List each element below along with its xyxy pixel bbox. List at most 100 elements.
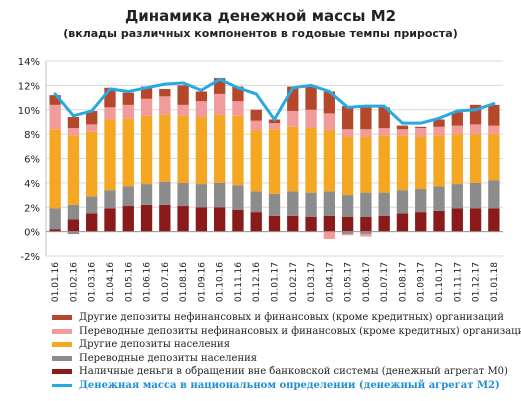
bar-segment [67,219,80,232]
line-point [382,104,386,108]
bar-segment [195,91,208,102]
line-point [218,77,222,81]
bar-segment [140,204,153,232]
bar-segment-negative [341,234,354,236]
bar-segment [469,124,482,135]
y-tick-label: 2% [24,203,40,214]
bar-segment [341,195,354,217]
bar-segment [433,126,445,136]
line-point [437,116,441,120]
bar-segment [67,117,80,129]
line-point [53,92,57,96]
line-point [108,87,112,91]
bar-segment [213,93,226,115]
bar-segment [378,192,390,216]
bar-segment [104,107,116,120]
bar-segment [323,91,336,114]
bar-segment [433,186,445,211]
bar-segment [488,180,500,209]
bar-segment [469,208,482,232]
bar-segment [232,101,244,116]
bar-segment [433,210,445,232]
x-tick-label: 01.11.16 [234,262,244,302]
legend-item: Денежная масса в национальном определени… [52,379,521,393]
x-tick-label: 01.06.17 [362,262,372,302]
bar-segment [104,190,116,209]
bar-segment [341,106,354,130]
line-point [236,86,240,90]
bar-segment [49,104,61,130]
bar-segment [122,92,134,105]
legend-swatch [52,342,72,348]
x-tick-label: 01.03.16 [88,262,98,302]
chart-subtitle: (вклады различных компонентов в годовые … [63,27,458,40]
line-point [291,86,295,90]
bar-segment [140,184,153,205]
bar-segment [213,182,226,208]
bar-segment [213,78,226,94]
bar-segment [86,213,98,232]
bar-segment [360,192,372,217]
y-tick-label: 6% [24,155,40,166]
x-tick-label: 01.02.16 [69,262,79,302]
bar-segment [378,107,390,129]
bar-segment [49,229,61,232]
bar-segment [177,115,189,183]
bar-segment [415,126,427,129]
bar-segment [104,208,116,232]
bar-segment [67,135,80,205]
bar-segment [232,115,244,186]
bar-segment [140,86,153,99]
bar-segment [268,119,281,124]
bar-segment [396,213,409,232]
bar-segment-negative [67,231,80,235]
x-tick-label: 01.08.17 [398,262,408,302]
bar-segment [49,208,61,230]
bar-segment [177,104,189,116]
bar-segment [268,129,281,194]
bar-segment [323,113,336,131]
bar-segment [287,110,299,127]
y-tick-label: 8% [24,130,40,141]
bar-segment [213,114,226,183]
line-point [327,89,331,93]
line-point [346,105,350,109]
bar-segment [195,207,208,232]
y-tick-label: 10% [18,106,40,117]
x-tick-label: 01.06.16 [143,262,153,302]
bar-segment [360,217,372,232]
legend-swatch [52,369,72,375]
x-tick-label: 01.01.16 [51,262,61,302]
bar-segment [195,117,208,185]
line-point [309,83,313,87]
bar-segment [177,182,189,207]
bar-segment [396,135,409,191]
x-tick-label: 01.10.16 [216,262,226,302]
line-point [163,82,167,86]
bar-segment [213,207,226,232]
legend-label: Другие депозиты населения [79,339,231,351]
line-point [364,104,368,108]
x-tick-label: 01.12.17 [472,262,482,302]
bar-segment [451,184,463,209]
bar-segment [396,125,409,130]
bar-segment [305,109,317,129]
bar-segment [140,115,153,185]
bar-segment [469,134,482,183]
x-tick-label: 01.09.17 [417,262,427,302]
legend-label: Переводные депозиты населения [79,352,258,364]
x-tick-label: 01.05.16 [124,262,134,302]
bar-segment [451,112,463,126]
bar-segment [305,192,317,217]
bar-segment [159,181,171,205]
bar-segment [86,110,98,125]
line-point [474,108,478,112]
bar-segment [232,185,244,210]
legend-item: Переводные депозиты населения [52,352,521,366]
bar-segment [232,86,244,102]
line-point [455,109,459,113]
line-point [254,92,258,96]
bar-segment [488,134,500,181]
bar-segment [323,215,336,232]
bar-segment [323,130,336,192]
